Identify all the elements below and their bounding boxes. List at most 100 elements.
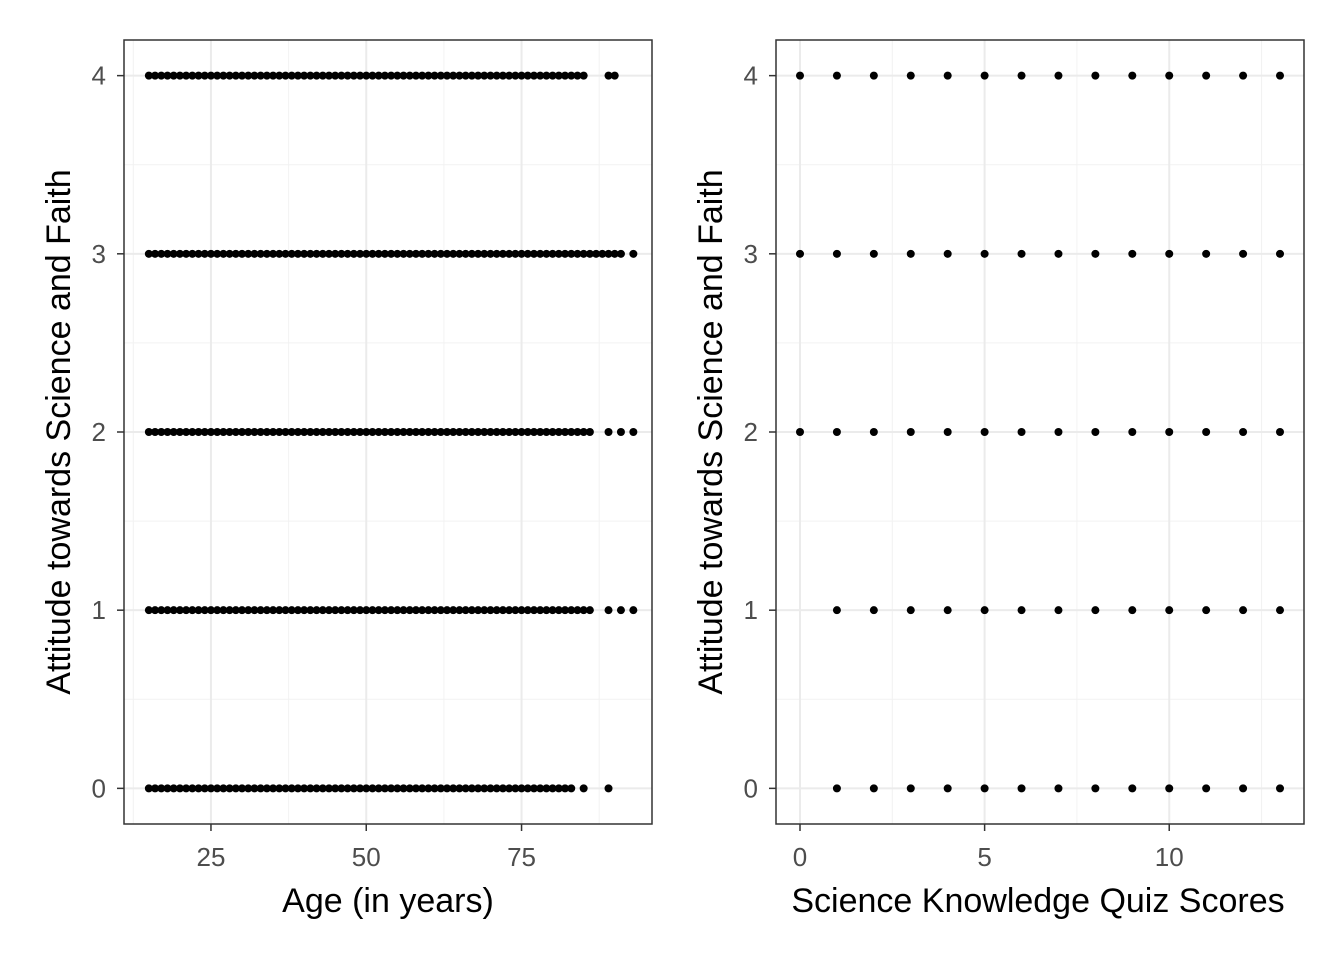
data-point [225,71,234,80]
data-point [1054,71,1063,80]
data-point [536,249,545,258]
data-point [175,71,184,80]
data-point [387,71,396,80]
data-point [498,606,507,615]
data-point [374,71,383,80]
data-point [1239,606,1248,615]
data-point [869,606,878,615]
data-point [405,784,414,793]
data-point [424,71,433,80]
data-point [144,71,153,80]
data-point [300,606,309,615]
data-point [418,784,427,793]
data-point [356,428,365,436]
data-point [548,784,557,793]
data-point [275,606,284,615]
data-point [144,249,153,258]
data-point [393,71,402,80]
data-point [219,71,228,80]
data-point [188,784,197,793]
data-point [393,784,402,793]
data-point [206,606,215,615]
data-point [554,71,563,80]
data-point [256,784,265,793]
data-point [461,428,470,436]
data-point [542,249,551,258]
data-point [1202,428,1211,436]
data-point [349,428,358,436]
data-point [1165,784,1174,793]
y-tick-label: 2 [744,417,758,447]
data-point [275,249,284,258]
data-point [231,784,240,793]
data-point [492,428,501,436]
data-point [492,606,501,615]
data-point [293,428,302,436]
data-point [175,428,184,436]
data-point [219,428,228,436]
x-tick-label: 10 [1155,842,1184,872]
data-point [324,249,333,258]
data-point [906,428,915,436]
data-point [231,249,240,258]
data-point [200,71,209,80]
data-point [356,606,365,615]
data-point [511,71,520,80]
quiz-x-axis-title: Science Knowledge Quiz Scores [791,882,1284,920]
data-point [796,249,804,258]
data-point [281,784,290,793]
data-point [343,428,352,436]
data-point [418,428,427,436]
data-point [356,249,365,258]
data-point [318,784,327,793]
data-point [424,428,433,436]
data-point [604,784,613,793]
data-point [244,606,253,615]
data-point [293,71,302,80]
data-point [604,428,613,436]
data-point [455,428,464,436]
data-point [231,606,240,615]
y-tick-label: 0 [92,773,106,803]
data-point [529,784,538,793]
data-point [906,249,915,258]
data-point [206,428,215,436]
data-point [356,784,365,793]
data-point [1091,249,1100,258]
data-point [368,784,377,793]
data-point [157,428,166,436]
data-point [331,249,340,258]
data-point [449,71,458,80]
data-point [163,606,172,615]
data-point [1165,71,1174,80]
data-point [343,249,352,258]
data-point [436,428,445,436]
data-point [980,606,989,615]
data-point [287,71,296,80]
data-point [561,606,570,615]
data-point [1054,784,1063,793]
x-tick-label: 0 [793,842,807,872]
data-point [1239,249,1248,258]
data-point [430,784,439,793]
data-point [151,249,160,258]
data-point [188,71,197,80]
data-point [585,428,594,436]
data-point [238,71,247,80]
data-point [461,606,470,615]
data-point [281,606,290,615]
data-point [505,249,514,258]
data-point [300,71,309,80]
data-point [467,71,476,80]
data-point [869,428,878,436]
data-point [418,71,427,80]
data-point [380,249,389,258]
data-point [467,606,476,615]
data-point [151,428,160,436]
data-point [380,784,389,793]
data-point [604,249,613,258]
data-point [536,428,545,436]
data-point [542,606,551,615]
data-point [362,784,371,793]
